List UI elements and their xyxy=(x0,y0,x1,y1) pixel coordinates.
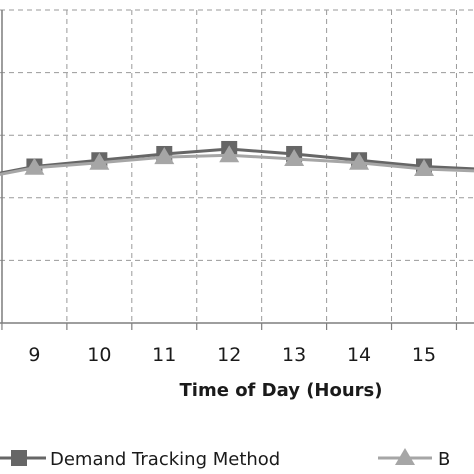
series-layer xyxy=(0,140,474,177)
data-point xyxy=(219,145,240,163)
data-point xyxy=(24,157,45,175)
legend-entry: Demand Tracking Method xyxy=(0,449,280,470)
legend-marker xyxy=(11,450,27,466)
x-tick-label: 10 xyxy=(87,344,111,366)
data-point xyxy=(414,159,435,177)
legend-label: B xyxy=(438,449,450,470)
legend: Demand Tracking Method B xyxy=(0,448,450,470)
legend-entry: B xyxy=(378,448,450,470)
x-axis-title: Time of Day (Hours) xyxy=(180,380,383,401)
legend-label: Demand Tracking Method xyxy=(50,449,280,470)
data-point xyxy=(284,148,305,166)
x-tick-label: 14 xyxy=(347,344,371,366)
x-tick-label: 15 xyxy=(412,344,436,366)
axes xyxy=(0,10,474,330)
x-tick-label: 11 xyxy=(152,344,176,366)
x-tick-labels: 9 10 11 12 13 14 15 xyxy=(28,344,436,366)
x-tick-label: 12 xyxy=(217,344,241,366)
data-point xyxy=(349,152,370,170)
data-point xyxy=(154,147,175,165)
data-point xyxy=(89,152,110,170)
x-tick-label: 9 xyxy=(28,344,40,366)
series-2 xyxy=(0,145,474,177)
legend-marker xyxy=(395,448,415,465)
x-tick-label: 13 xyxy=(282,344,306,366)
